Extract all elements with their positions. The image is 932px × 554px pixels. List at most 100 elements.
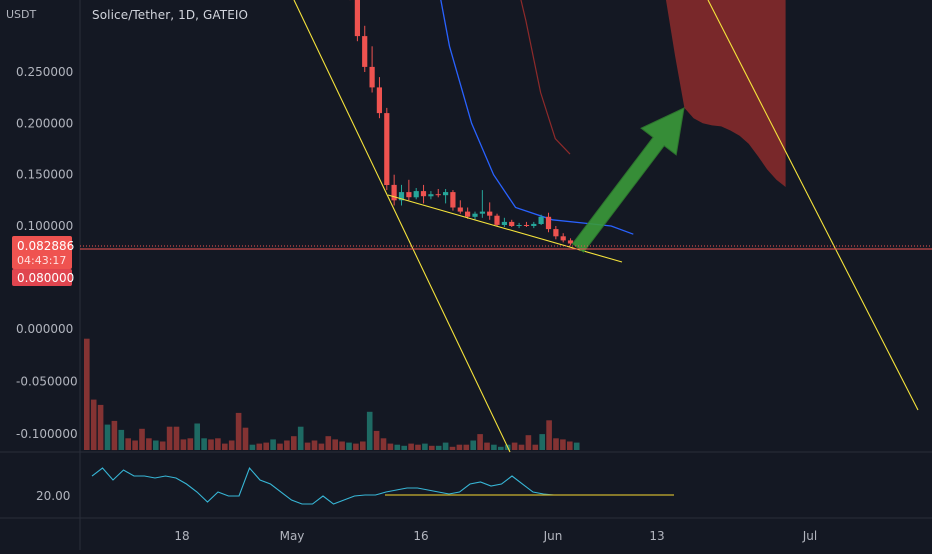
y-tick-label: 0.100000 [16,219,73,233]
volume-bar [311,440,318,450]
volume-bar [97,404,104,450]
candle-body [384,113,390,185]
y-tick-label: 0.200000 [16,116,73,130]
candle-body [398,192,405,201]
volume-bar [118,429,125,450]
candle-body [553,229,559,237]
candle-body [516,225,522,226]
rsi-tick-label: 20.00 [36,489,70,503]
volume-bar [401,445,407,450]
volume-bar [366,411,373,450]
volume-bar [256,443,263,450]
x-tick-label: 18 [174,529,189,543]
rsi-polyline [91,466,565,505]
volume-bar [242,427,249,450]
candle-body [479,211,485,214]
volume-bar [525,435,532,450]
y-tick-label: -0.050000 [16,375,78,389]
symbol-title[interactable]: Solice/Tether, 1D, GATEIO [92,8,249,22]
unit-label: USDT [6,8,37,21]
band-cloud [620,0,786,187]
volume-bar [180,439,187,450]
volume-bar [518,444,525,450]
moving-average-line [440,0,634,235]
volume-bar [111,420,118,451]
candle-body [538,216,544,224]
ma-polyline [440,0,634,235]
trendline-main [293,0,511,453]
band-upper-polyline [520,0,571,155]
price-axis[interactable]: 0.250000 0.200000 0.150000 0.100000 0.000000… [16,65,78,503]
volume-bar [415,444,421,450]
candle-body [450,192,456,208]
volume-bar [125,438,131,450]
volume-bar [456,444,463,450]
volume-bar [228,440,235,450]
volume-bar [408,443,414,450]
band-upper-line [520,0,571,155]
volume-bar [346,442,352,450]
candle-body [369,66,375,88]
x-tick-label: Jun [543,529,563,543]
volume-bar [90,399,97,450]
volume-bar [263,442,269,450]
volume-bar [166,426,173,450]
candle-body [457,207,463,212]
forecast-arrow[interactable] [571,107,685,253]
volume-bar [567,441,573,450]
x-tick-label: Jul [802,529,817,543]
candle-body [523,225,530,226]
volume-bar [339,441,345,450]
volume-bar [153,440,159,450]
price-tag-label: 0.082886 [17,239,74,253]
candle-body [509,221,515,226]
volume-bar [235,412,242,450]
volume-bar [498,446,504,450]
y-tick-label: 0.250000 [16,65,73,79]
volume-bar [546,420,552,450]
volume-bar [187,438,194,450]
price-tag-box [12,236,72,269]
countdown-label: 04:43:17 [17,254,66,267]
volume-bar [435,445,442,450]
candle-body [501,221,507,225]
volume-bar [201,438,207,450]
time-axis[interactable]: 18 May 16 Jun 13 Jul [174,529,817,543]
volume-bar [394,444,401,450]
volume-bar [553,438,559,450]
candle-body [472,213,478,217]
volume-bar [491,444,497,450]
volume-bar [511,442,518,450]
candle-body [494,215,500,225]
volume-bar [284,440,290,450]
y-tick-label: 0.000000 [16,322,73,336]
volume-bar [380,438,387,450]
y-tick-label: 0.150000 [16,168,73,182]
candle-body [354,0,360,37]
volume-bar [560,439,566,450]
volume-bar [270,439,276,450]
volume-bar [332,439,338,450]
x-tick-label: 13 [649,529,664,543]
volume-bar [194,423,200,450]
candle-body [567,240,574,244]
volume-bar [208,439,214,450]
rsi-pane [91,466,674,505]
level-tag-label: 0.080000 [17,271,74,285]
candle-body [465,211,471,217]
candle-body [428,194,434,197]
volume-bar [84,338,90,450]
volume-bar [532,444,539,450]
volume-bar [373,430,380,450]
x-tick-label: May [280,529,305,543]
volume-bar [297,426,304,450]
volume-bar [304,442,311,450]
volume-bar [463,444,470,450]
volume-bar [104,424,111,450]
volume-bar [353,443,359,450]
volume-bars [84,338,580,451]
